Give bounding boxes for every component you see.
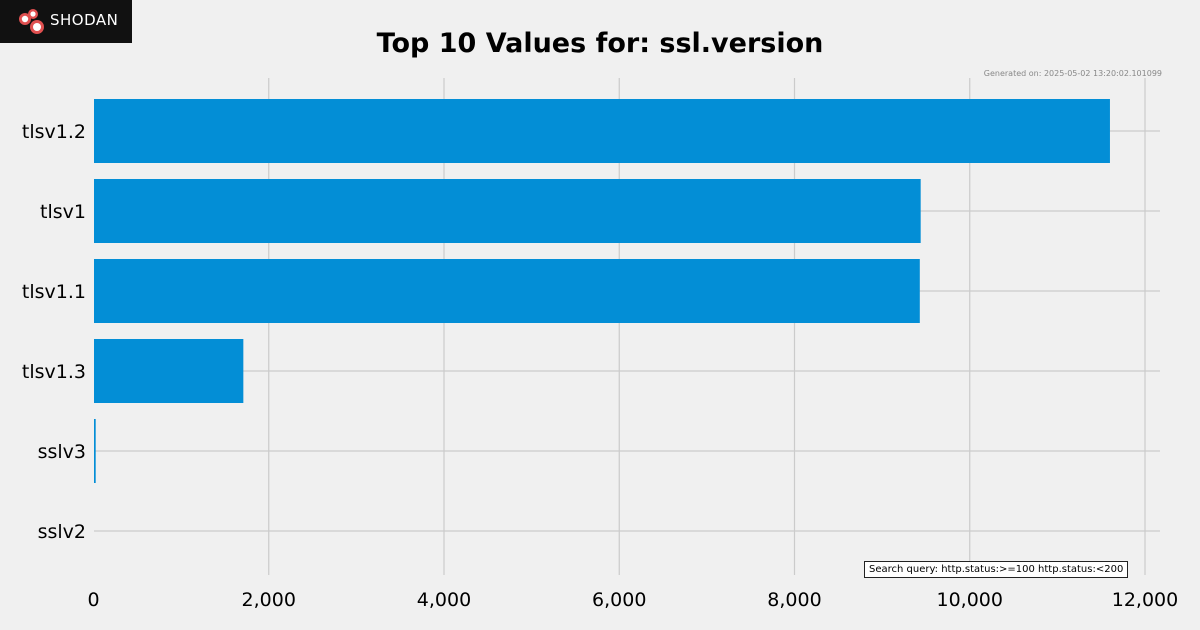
chart-title: Top 10 Values for: ssl.version — [376, 28, 824, 59]
y-tick-label: tlsv1.3 — [22, 361, 86, 383]
bar-tlsv1.1 — [94, 259, 920, 323]
generated-timestamp: Generated on: 2025-05-02 13:20:02.101099 — [983, 69, 1162, 78]
bar-tlsv1.2 — [94, 99, 1110, 163]
shodan-wordmark: SHODAN — [50, 11, 119, 29]
shodan-logo-icon — [19, 9, 44, 34]
x-tick-label: 4,000 — [417, 589, 471, 611]
bar-tlsv1.3 — [94, 339, 244, 403]
search-query-box: Search query: http.status:>=100 http.sta… — [864, 561, 1129, 578]
x-tick-label: 6,000 — [592, 589, 646, 611]
bar-tlsv1 — [94, 179, 921, 243]
x-tick-label: 10,000 — [937, 589, 1003, 611]
y-tick-label: sslv3 — [38, 441, 86, 463]
bar-sslv3 — [94, 419, 96, 483]
x-tick-label: 0 — [87, 589, 99, 611]
x-tick-label: 8,000 — [767, 589, 821, 611]
y-tick-label: tlsv1 — [40, 201, 86, 223]
y-tick-label: tlsv1.2 — [22, 121, 86, 143]
y-tick-label: sslv2 — [38, 521, 86, 543]
shodan-logo: SHODAN — [0, 0, 132, 43]
y-tick-label: tlsv1.1 — [22, 281, 86, 303]
x-tick-label: 2,000 — [242, 589, 296, 611]
x-tick-label: 12,000 — [1112, 589, 1178, 611]
